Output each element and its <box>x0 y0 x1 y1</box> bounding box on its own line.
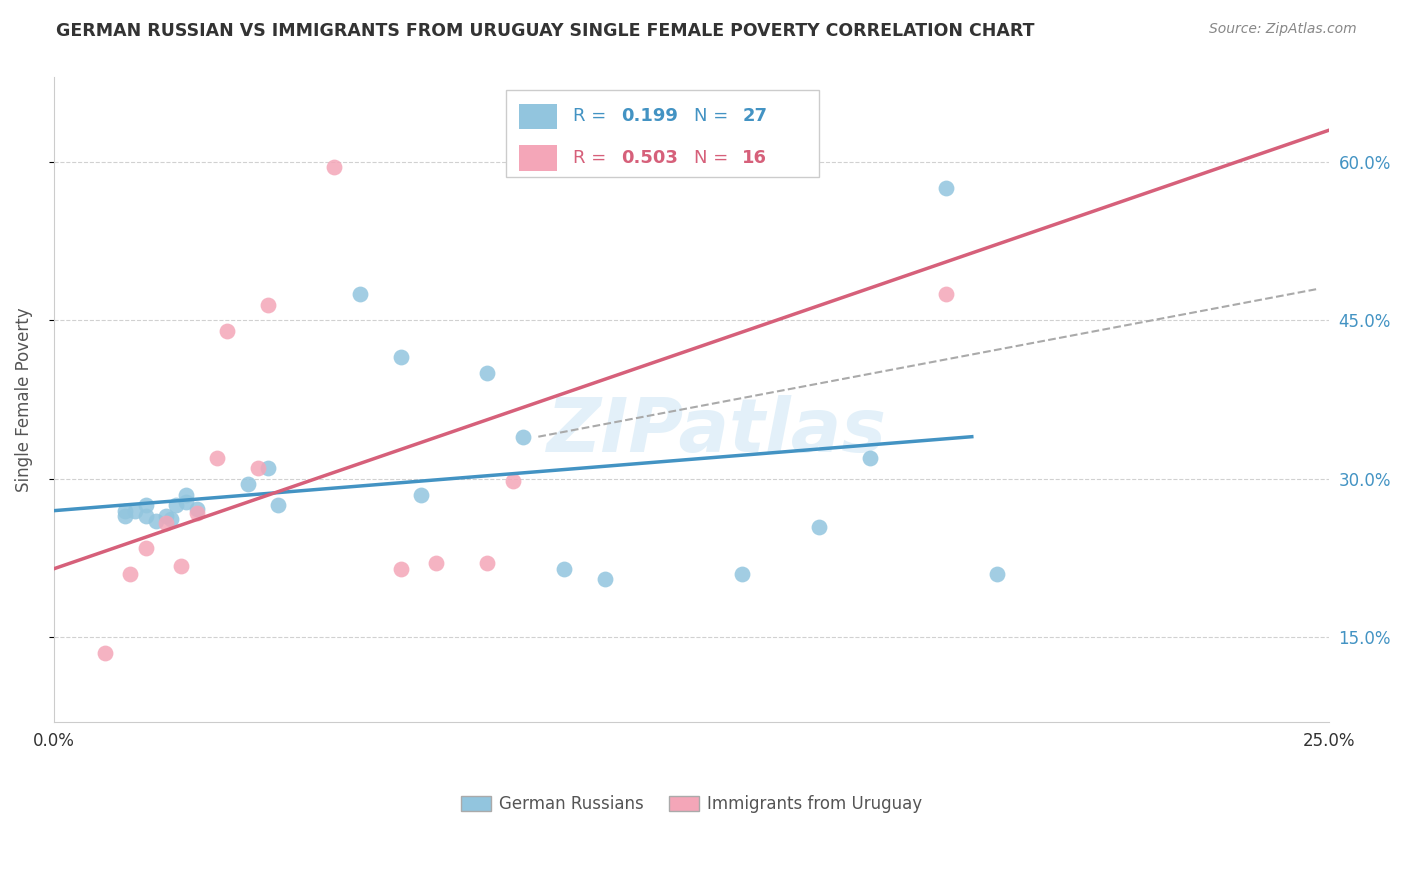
Point <box>807 519 830 533</box>
Text: 16: 16 <box>742 149 768 167</box>
Point <box>94 646 117 660</box>
Point <box>120 567 142 582</box>
Bar <box>506 90 818 178</box>
Point <box>257 461 280 475</box>
Bar <box>519 145 557 171</box>
Point <box>205 450 228 465</box>
Bar <box>519 103 557 129</box>
Point <box>477 367 499 381</box>
Point <box>114 508 136 523</box>
Point <box>114 503 136 517</box>
Text: N =: N = <box>693 107 734 126</box>
Point <box>186 506 208 520</box>
Point <box>512 430 534 444</box>
Point <box>160 512 183 526</box>
Point <box>135 499 157 513</box>
Point <box>124 503 146 517</box>
Point <box>155 508 177 523</box>
Text: 27: 27 <box>742 107 768 126</box>
Point <box>176 495 198 509</box>
Point <box>553 562 575 576</box>
Point <box>389 562 412 576</box>
Point <box>170 558 193 573</box>
Text: Source: ZipAtlas.com: Source: ZipAtlas.com <box>1209 22 1357 37</box>
Point <box>155 516 177 531</box>
Point <box>731 567 754 582</box>
Point <box>859 450 882 465</box>
Point <box>236 477 259 491</box>
Text: R =: R = <box>572 149 612 167</box>
Point <box>409 488 432 502</box>
Point <box>593 572 616 586</box>
Point <box>246 461 269 475</box>
Point <box>935 287 957 301</box>
Point <box>267 499 290 513</box>
Point <box>425 557 447 571</box>
Point <box>165 499 187 513</box>
Point <box>186 501 208 516</box>
Text: N =: N = <box>693 149 734 167</box>
Point <box>502 474 524 488</box>
Y-axis label: Single Female Poverty: Single Female Poverty <box>15 308 32 492</box>
Text: R =: R = <box>572 107 612 126</box>
Text: 0.503: 0.503 <box>621 149 678 167</box>
Point <box>145 514 167 528</box>
Point <box>257 298 280 312</box>
Text: 0.199: 0.199 <box>621 107 678 126</box>
Point <box>389 351 412 365</box>
Point <box>217 324 239 338</box>
Text: ZIPatlas: ZIPatlas <box>547 395 887 468</box>
Point <box>135 541 157 555</box>
Point <box>323 161 346 175</box>
Point <box>349 287 371 301</box>
Text: GERMAN RUSSIAN VS IMMIGRANTS FROM URUGUAY SINGLE FEMALE POVERTY CORRELATION CHAR: GERMAN RUSSIAN VS IMMIGRANTS FROM URUGUA… <box>56 22 1035 40</box>
Point <box>176 488 198 502</box>
Point <box>986 567 1008 582</box>
Legend: German Russians, Immigrants from Uruguay: German Russians, Immigrants from Uruguay <box>454 789 929 820</box>
Point <box>135 508 157 523</box>
Point <box>477 557 499 571</box>
Point <box>935 181 957 195</box>
